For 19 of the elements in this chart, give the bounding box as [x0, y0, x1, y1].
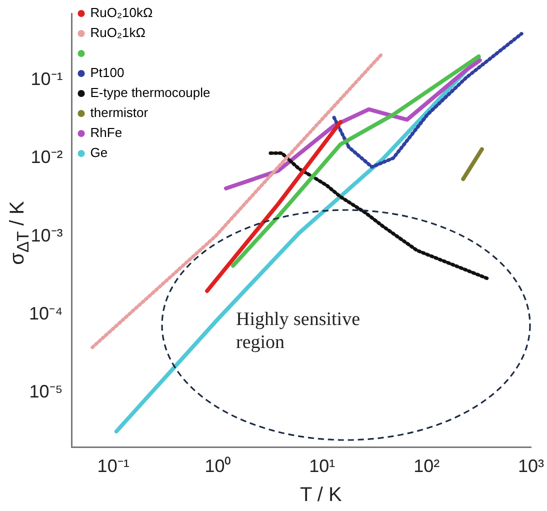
y-tick-label: 10⁻³	[30, 225, 63, 246]
legend-label: RhFe	[90, 125, 122, 140]
x-tick-label: 10⁻¹	[97, 456, 130, 476]
annotation: Highly sensitive region	[236, 308, 362, 354]
y-tick-label: 10⁻⁵	[29, 382, 63, 402]
legend-label: Pt100	[90, 65, 124, 80]
legend-label: thermistor	[90, 105, 149, 120]
x-tick-label: 10³	[518, 456, 544, 476]
legend-label: RuO₂10kΩ	[90, 5, 153, 20]
legend-label: RuO₂1kΩ	[90, 25, 146, 40]
legend-label: E-type thermocouple	[90, 85, 210, 100]
y-tick-label: 10⁻²	[30, 147, 63, 168]
x-tick-label: 10¹	[309, 456, 336, 476]
x-axis-title: T / K	[300, 484, 342, 507]
x-tick-label: 10²	[414, 456, 440, 476]
legend-label: Ge	[90, 145, 108, 160]
y-tick-label: 10⁻¹	[30, 68, 63, 89]
y-tick-label: 10⁻⁴	[28, 303, 63, 324]
x-tick-label: 10⁰	[204, 456, 231, 476]
